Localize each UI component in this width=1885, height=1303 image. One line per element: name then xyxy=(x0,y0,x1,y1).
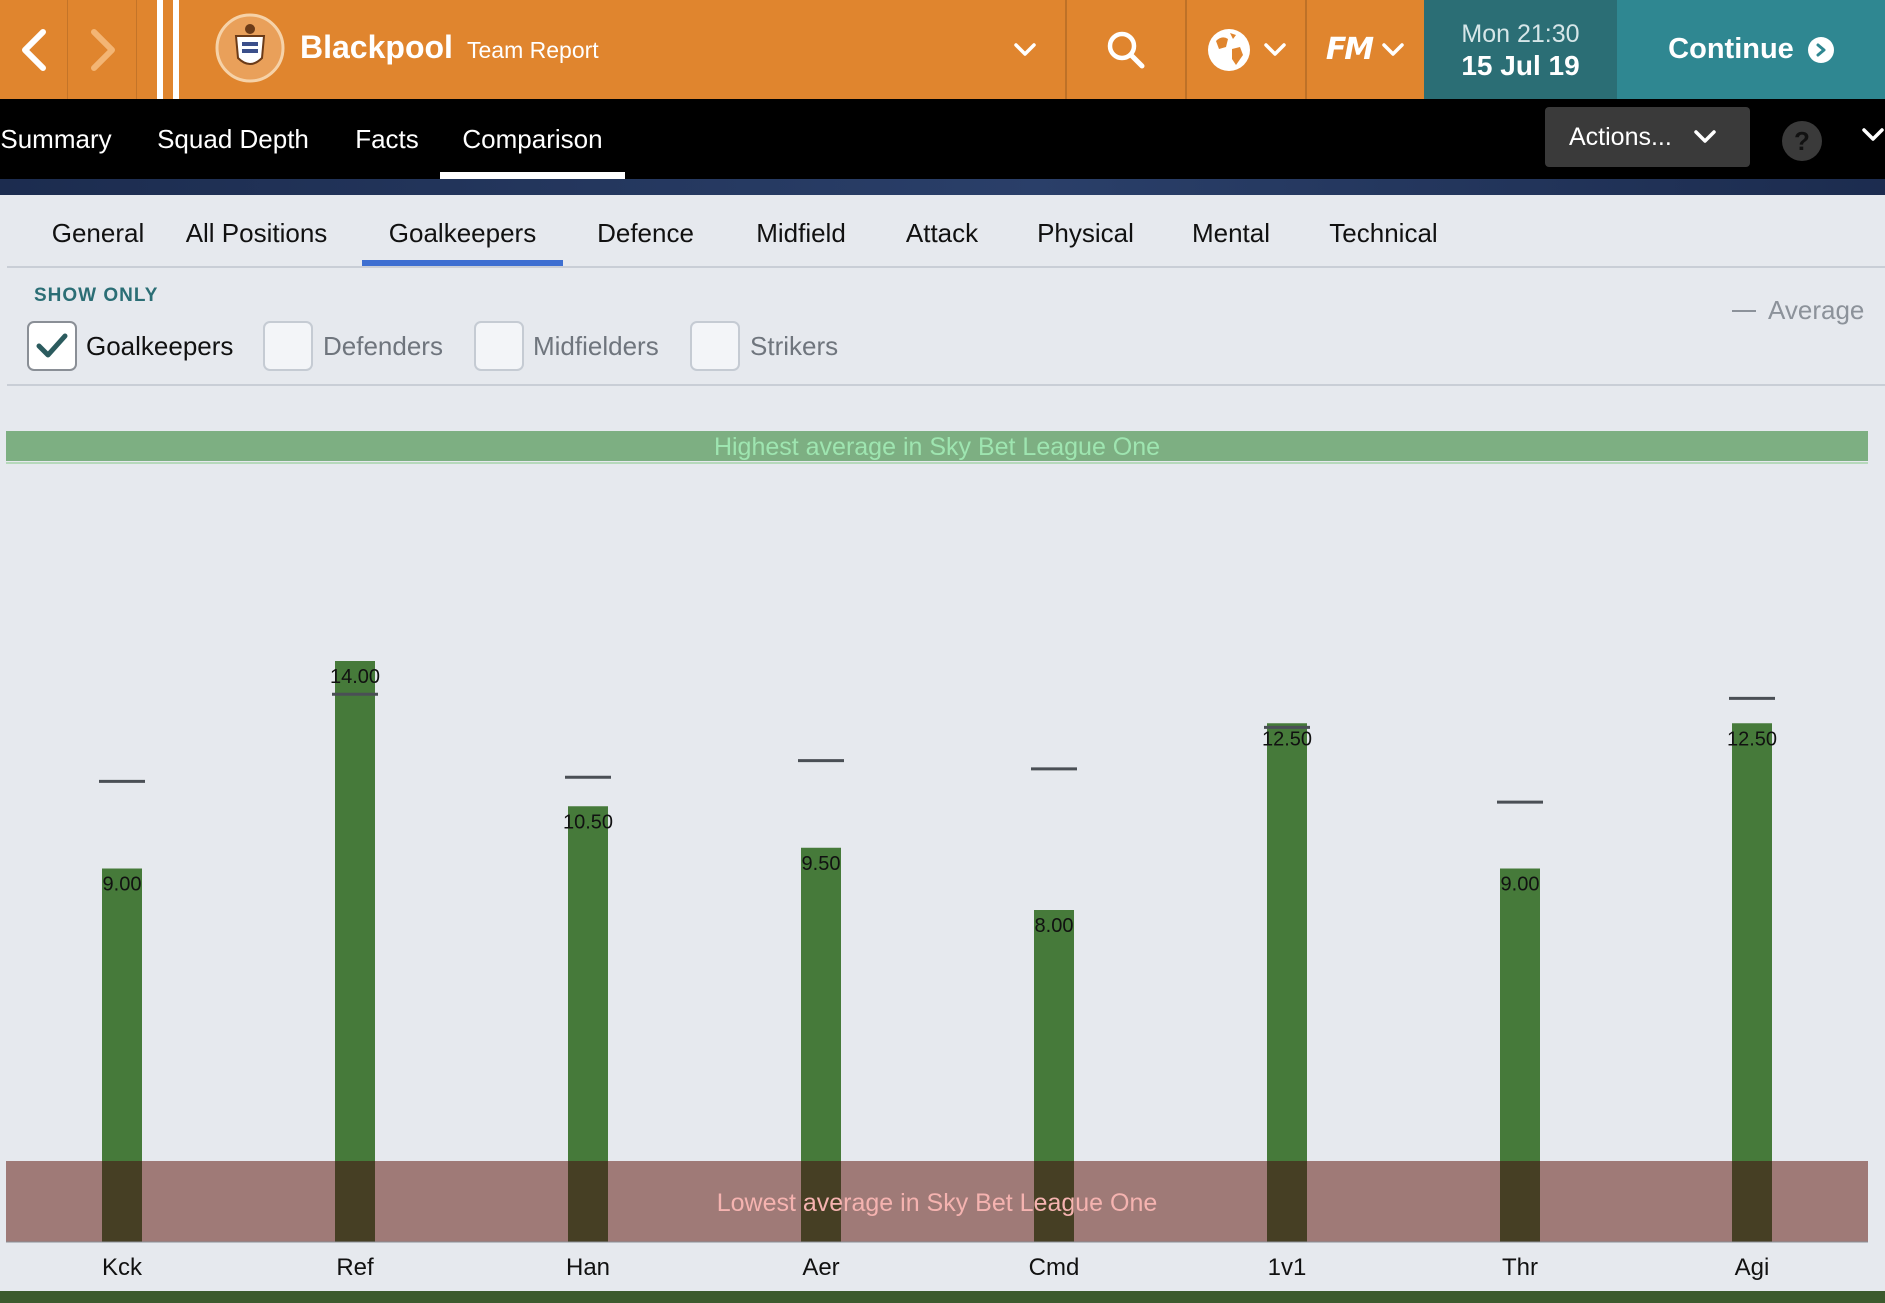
divider xyxy=(7,266,1885,268)
header-strip xyxy=(0,179,1885,195)
continue-button[interactable]: Continue xyxy=(1617,0,1885,99)
bar-value-label: 12.50 xyxy=(1262,728,1312,750)
bar-base-segment xyxy=(1267,1161,1307,1242)
subtab-technical[interactable]: Technical xyxy=(1329,218,1438,248)
midfielders-checkbox[interactable] xyxy=(474,321,524,371)
divider-stripes xyxy=(157,0,183,99)
subtab-physical[interactable]: Physical xyxy=(1037,218,1134,248)
tab-summary[interactable]: Summary xyxy=(0,123,112,154)
game-date[interactable]: Mon 21:30 15 Jul 19 xyxy=(1424,0,1617,99)
help-icon: ? xyxy=(1794,125,1810,156)
bar-value-label: 9.50 xyxy=(802,853,841,875)
game-date-time: Mon 21:30 xyxy=(1461,20,1580,48)
separator xyxy=(1065,0,1067,99)
chevron-down-icon xyxy=(1694,130,1716,143)
divider xyxy=(7,384,1885,386)
separator xyxy=(1185,0,1187,99)
club-crest-icon xyxy=(215,13,285,83)
fm-menu-button[interactable]: FM xyxy=(1307,0,1423,99)
average-legend-label: Average xyxy=(1768,295,1865,325)
bar-value-label: 9.00 xyxy=(1501,874,1540,896)
bar-base-segment xyxy=(1732,1161,1772,1242)
average-dash-icon xyxy=(1732,309,1756,312)
highest-average-band xyxy=(6,431,1868,461)
search-button[interactable] xyxy=(1067,0,1185,99)
world-menu-button[interactable] xyxy=(1187,0,1305,99)
arrow-right-circle-icon xyxy=(1807,36,1834,63)
x-tick-label: Han xyxy=(566,1254,610,1281)
defenders-checkbox-label[interactable]: Defenders xyxy=(323,331,443,361)
average-legend: Average xyxy=(1732,295,1864,326)
actions-button[interactable]: Actions... xyxy=(1545,107,1750,167)
separator xyxy=(1305,0,1307,99)
title-dropdown-button[interactable] xyxy=(1005,30,1045,70)
tab-squad-depth[interactable]: Squad Depth xyxy=(157,123,309,154)
search-icon xyxy=(1107,31,1145,68)
globe-icon xyxy=(1208,28,1250,71)
strikers-checkbox[interactable] xyxy=(690,321,740,371)
bar-base-segment xyxy=(568,1161,608,1242)
chevron-left-icon xyxy=(21,28,46,71)
continue-label: Continue xyxy=(1668,33,1794,65)
lowest-average-band xyxy=(6,1161,1868,1242)
x-tick-label: 1v1 xyxy=(1268,1254,1307,1281)
forward-button[interactable] xyxy=(69,0,137,99)
x-tick-label: Agi xyxy=(1735,1254,1770,1281)
subtab-general[interactable]: General xyxy=(51,218,145,248)
page-title: Team Report xyxy=(467,37,599,63)
bar-1v1[interactable] xyxy=(1267,723,1307,1242)
top-bar: Blackpool Team Report FM Mon 21:30 15 Ju… xyxy=(0,0,1885,99)
bar-value-label: 9.00 xyxy=(103,874,142,896)
subtab-goalkeepers[interactable]: Goalkeepers xyxy=(362,218,563,267)
subtab-attack[interactable]: Attack xyxy=(905,218,979,248)
pitch-background xyxy=(0,1291,1885,1303)
actions-label: Actions... xyxy=(1569,122,1672,151)
midfielders-checkbox-label[interactable]: Midfielders xyxy=(533,331,659,361)
subtab-mental[interactable]: Mental xyxy=(1191,218,1271,248)
checkmark-icon xyxy=(36,333,68,358)
bar-ref[interactable] xyxy=(335,661,375,1242)
x-tick-label: Aer xyxy=(802,1254,839,1281)
defenders-checkbox[interactable] xyxy=(263,321,313,371)
chevron-down-icon xyxy=(1014,43,1036,56)
bar-value-label: 8.00 xyxy=(1035,915,1074,937)
bar-base-segment xyxy=(102,1161,142,1242)
back-button[interactable] xyxy=(0,0,68,99)
strikers-checkbox-label[interactable]: Strikers xyxy=(750,331,839,361)
x-tick-label: Cmd xyxy=(1029,1254,1080,1281)
bar-base-segment xyxy=(335,1161,375,1242)
comparison-chart-svg: Highest average in Sky Bet League One 9.0… xyxy=(6,431,1868,1281)
team-name[interactable]: Blackpool xyxy=(300,29,453,65)
highest-average-label: Highest average in Sky Bet League One xyxy=(714,433,1160,461)
x-tick-label: Thr xyxy=(1502,1254,1538,1281)
subtab-defence[interactable]: Defence xyxy=(597,218,694,248)
tab-comparison[interactable]: Comparison xyxy=(440,99,625,179)
bar-agi[interactable] xyxy=(1732,723,1772,1242)
show-only-label: SHOW ONLY xyxy=(34,285,159,306)
x-tick-label: Kck xyxy=(102,1254,143,1281)
subtab-all-positions[interactable]: All Positions xyxy=(185,218,328,248)
lowest-average-label: Lowest average in Sky Bet League One xyxy=(717,1189,1158,1217)
bar-base-segment xyxy=(801,1161,841,1242)
game-date-day: 15 Jul 19 xyxy=(1461,50,1580,81)
bar-value-label: 12.50 xyxy=(1727,728,1777,750)
chevron-down-icon xyxy=(1264,42,1286,56)
goalkeepers-checkbox[interactable] xyxy=(27,321,77,371)
comparison-chart: Highest average in Sky Bet League One 9.0… xyxy=(0,386,1885,1303)
x-tick-label: Ref xyxy=(336,1254,374,1281)
subtab-midfield[interactable]: Midfield xyxy=(756,218,846,248)
chevron-right-icon xyxy=(90,28,115,71)
chevron-down-icon xyxy=(1382,42,1404,56)
fm-logo: FM xyxy=(1325,32,1374,67)
goalkeepers-checkbox-label[interactable]: Goalkeepers xyxy=(86,331,234,361)
tab-facts[interactable]: Facts xyxy=(355,123,419,154)
chevron-down-icon[interactable] xyxy=(1862,128,1884,142)
help-button[interactable]: ? xyxy=(1782,121,1822,161)
bar-base-segment xyxy=(1034,1161,1074,1242)
bar-value-label: 10.50 xyxy=(563,811,613,833)
bar-base-segment xyxy=(1500,1161,1540,1242)
bar-value-label: 14.00 xyxy=(330,666,380,688)
